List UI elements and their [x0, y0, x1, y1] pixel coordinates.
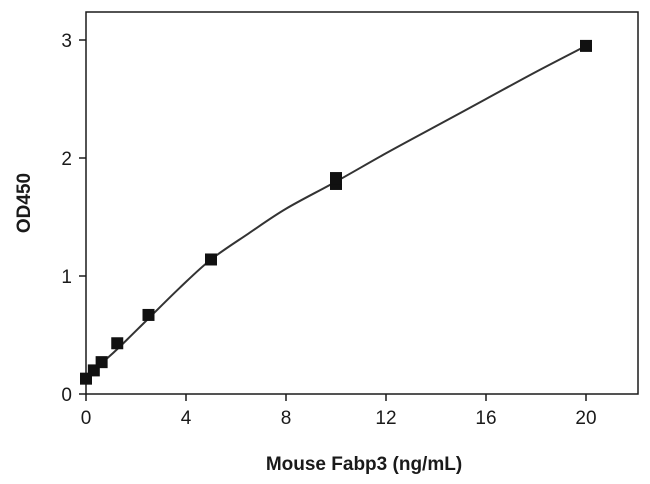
- data-point-marker: [142, 308, 155, 321]
- plot-area-frame: [85, 11, 639, 395]
- data-point-marker: [111, 337, 124, 350]
- y-axis-title: OD450: [14, 173, 35, 233]
- data-points-layer: [80, 39, 592, 385]
- y-tick-label: 2: [61, 149, 72, 170]
- data-point-marker: [330, 172, 342, 185]
- data-point-marker: [205, 253, 217, 266]
- x-tick-label: 0: [81, 408, 92, 429]
- y-tick-label: 0: [61, 385, 72, 406]
- y-tick-label: 1: [61, 267, 72, 288]
- fit-curve-layer: [85, 45, 587, 380]
- x-tick-label: 4: [181, 408, 192, 429]
- y-tick-label: 3: [61, 31, 72, 52]
- x-tick-label: 16: [475, 408, 496, 429]
- data-point-marker: [580, 39, 592, 52]
- x-tick-label: 8: [281, 408, 292, 429]
- data-point-marker: [95, 356, 108, 369]
- x-tick-label: 20: [575, 408, 596, 429]
- x-axis-title: Mouse Fabp3 (ng/mL): [266, 454, 462, 475]
- fit-curve-line: [85, 45, 587, 380]
- x-tick-label: 12: [375, 408, 396, 429]
